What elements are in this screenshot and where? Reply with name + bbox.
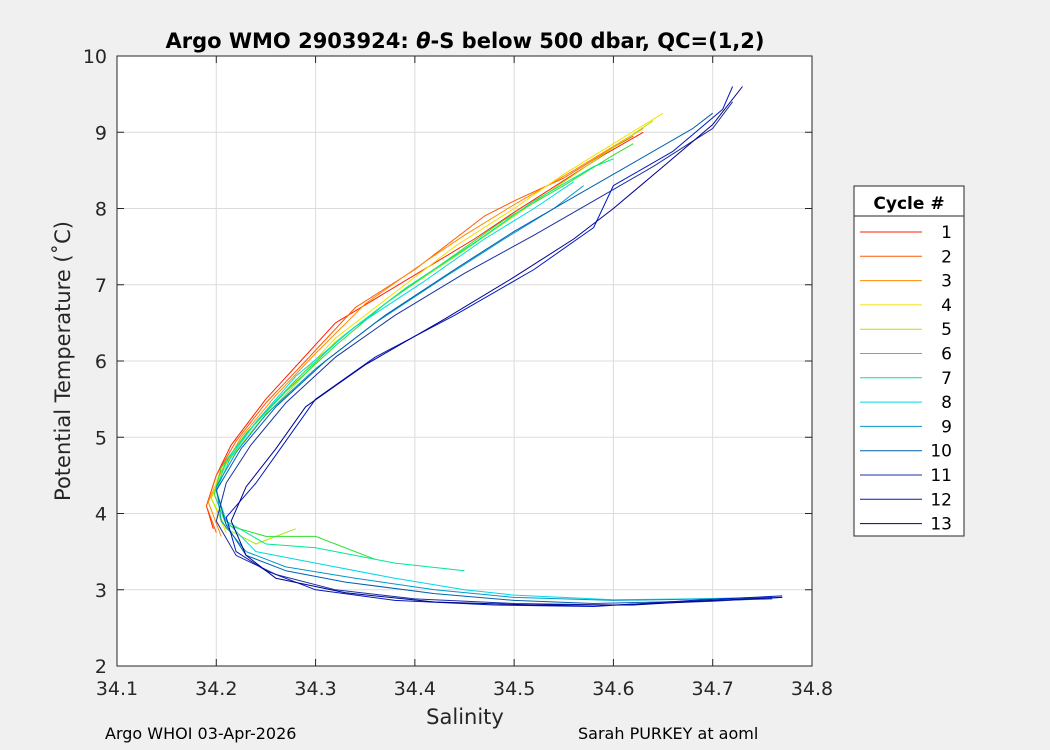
legend-item-cycle-12: 12	[860, 490, 952, 510]
x-tick-label: 34.2	[195, 678, 237, 700]
y-tick-label: 10	[83, 46, 107, 68]
legend-item-cycle-9: 9	[860, 417, 952, 437]
legend-box	[853, 185, 965, 537]
legend-item-cycle-10: 10	[860, 442, 952, 462]
y-tick-label: 5	[95, 427, 107, 449]
x-tick-label: 34.4	[394, 678, 436, 700]
x-tick-label: 34.3	[294, 678, 336, 700]
legend-item-cycle-13: 13	[860, 515, 952, 535]
y-tick-label: 3	[95, 580, 107, 602]
y-tick-label: 9	[95, 122, 107, 144]
series-line-cycle-12	[225, 86, 783, 607]
chart-title: Argo WMO 2903924: θ-S below 500 dbar, QC…	[165, 29, 764, 53]
legend-item-cycle-7: 7	[860, 369, 952, 389]
y-axis-label: Potential Temperature (˚C)	[51, 221, 75, 501]
legend-label: 8	[941, 393, 952, 413]
legend-item-cycle-6: 6	[860, 345, 952, 365]
y-tick-label: 7	[95, 275, 107, 297]
legend-label: 5	[941, 320, 952, 340]
y-tick-label: 6	[95, 351, 107, 373]
y-tick-label: 2	[95, 656, 107, 678]
legend-label: 12	[930, 490, 952, 510]
x-tick-label: 34.7	[692, 678, 734, 700]
legend-item-cycle-8: 8	[860, 393, 952, 413]
legend-item-cycle-11: 11	[860, 466, 952, 486]
legend-label: 4	[941, 296, 952, 316]
legend-title: Cycle #	[873, 194, 944, 214]
legend-label: 10	[930, 442, 952, 462]
legend-label: 2	[941, 247, 952, 267]
series-line-cycle-6	[213, 143, 634, 560]
series-line-cycle-13	[230, 86, 783, 606]
legend-label: 11	[930, 466, 952, 486]
legend-item-cycle-2: 2	[860, 247, 952, 267]
series-lines	[205, 86, 783, 607]
axis-ticks: 34.1 34.2 34.3 34.4 34.5 34.6 34.7 34.8 2 3 4 5 6 7 8 9…	[83, 46, 833, 700]
series-line-cycle-9	[215, 185, 773, 601]
y-tick-label: 8	[95, 199, 107, 221]
footer-source: Argo WHOI 03-Apr-2026	[105, 724, 297, 743]
y-tick-label: 4	[95, 504, 107, 526]
legend-item-cycle-1: 1	[860, 223, 952, 243]
legend-label: 6	[941, 345, 952, 365]
legend-label: 3	[941, 272, 952, 292]
series-line-cycle-10	[215, 112, 773, 604]
series-line-cycle-2	[205, 135, 634, 533]
legend-label: 13	[930, 515, 952, 535]
legend-item-cycle-3: 3	[860, 272, 952, 292]
x-tick-label: 34.6	[592, 678, 634, 700]
legend-label: 9	[941, 417, 952, 437]
legend-item-cycle-5: 5	[860, 320, 952, 340]
x-tick-label: 34.8	[791, 678, 833, 700]
legend-label: 1	[941, 223, 952, 243]
legend-label: 7	[941, 369, 952, 389]
x-axis-label: Salinity	[426, 705, 504, 729]
series-line-cycle-11	[215, 101, 783, 606]
x-tick-label: 34.1	[96, 678, 138, 700]
legend-item-cycle-4: 4	[860, 296, 952, 316]
series-line-cycle-8	[215, 181, 763, 601]
x-tick-label: 34.5	[493, 678, 535, 700]
footer-credit: Sarah PURKEY at aoml	[578, 724, 759, 743]
